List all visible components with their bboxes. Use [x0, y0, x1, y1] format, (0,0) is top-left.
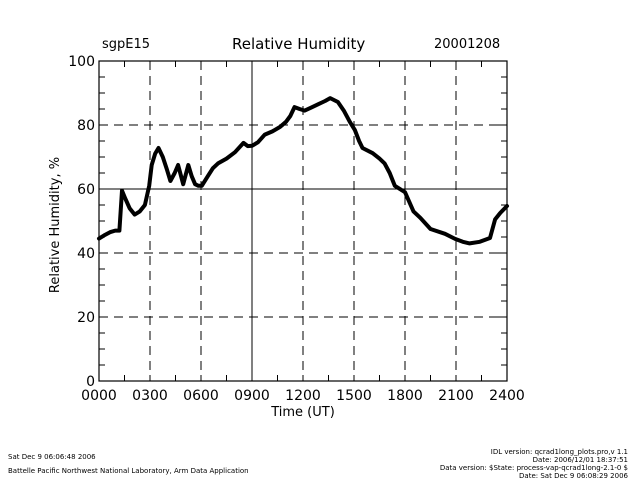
y-tick-label: 40: [77, 246, 95, 262]
x-tick-label: 0300: [132, 388, 168, 404]
x-tick-label: 2100: [438, 388, 474, 404]
date-label: 20001208: [434, 37, 501, 52]
series-line-relative-humidity: [97, 96, 509, 246]
x-tick-label: 0600: [183, 388, 219, 404]
site-label: sgpE15: [102, 37, 151, 52]
x-tick-label: 0000: [81, 388, 117, 404]
x-tick-labels: 0000 0300 0600 0900 1200 1500 1800 2100 2400: [81, 388, 525, 404]
footer-generated-time: Sat Dec 9 06:06:48 2006: [8, 453, 96, 461]
x-tick-label: 1800: [387, 388, 423, 404]
x-tick-label: 1500: [336, 388, 372, 404]
plot-frame: [98, 60, 508, 382]
y-tick-labels: 0 20 40 60 80 100: [68, 54, 95, 390]
footer-idl-version: IDL version: qcrad1long_plots.pro,v 1.1: [490, 448, 628, 456]
y-tick-label: 60: [77, 182, 95, 198]
y-tick-label: 20: [77, 310, 95, 326]
y-tick-label: 0: [86, 374, 95, 390]
footer-idl-date: Date: 2006/12/01 18:37:51: [532, 456, 628, 464]
chart-title: Relative Humidity: [232, 35, 366, 53]
footer-data-date: Date: Sat Dec 9 06:08:29 2006: [519, 472, 628, 480]
y-tick-label: 80: [77, 118, 95, 134]
x-axis-label: Time (UT): [270, 405, 335, 420]
y-tick-label: 100: [68, 54, 95, 70]
x-tick-label: 1200: [285, 388, 321, 404]
x-tick-label: 2400: [489, 388, 525, 404]
footer-organization: Battelle Pacific Northwest National Labo…: [8, 467, 249, 475]
grid-lines: [99, 61, 507, 381]
x-tick-label: 0900: [234, 388, 270, 404]
footer-data-version: Data version: $State: process-vap-qcrad1…: [439, 464, 628, 472]
y-axis-label: Relative Humidity, %: [48, 157, 63, 293]
